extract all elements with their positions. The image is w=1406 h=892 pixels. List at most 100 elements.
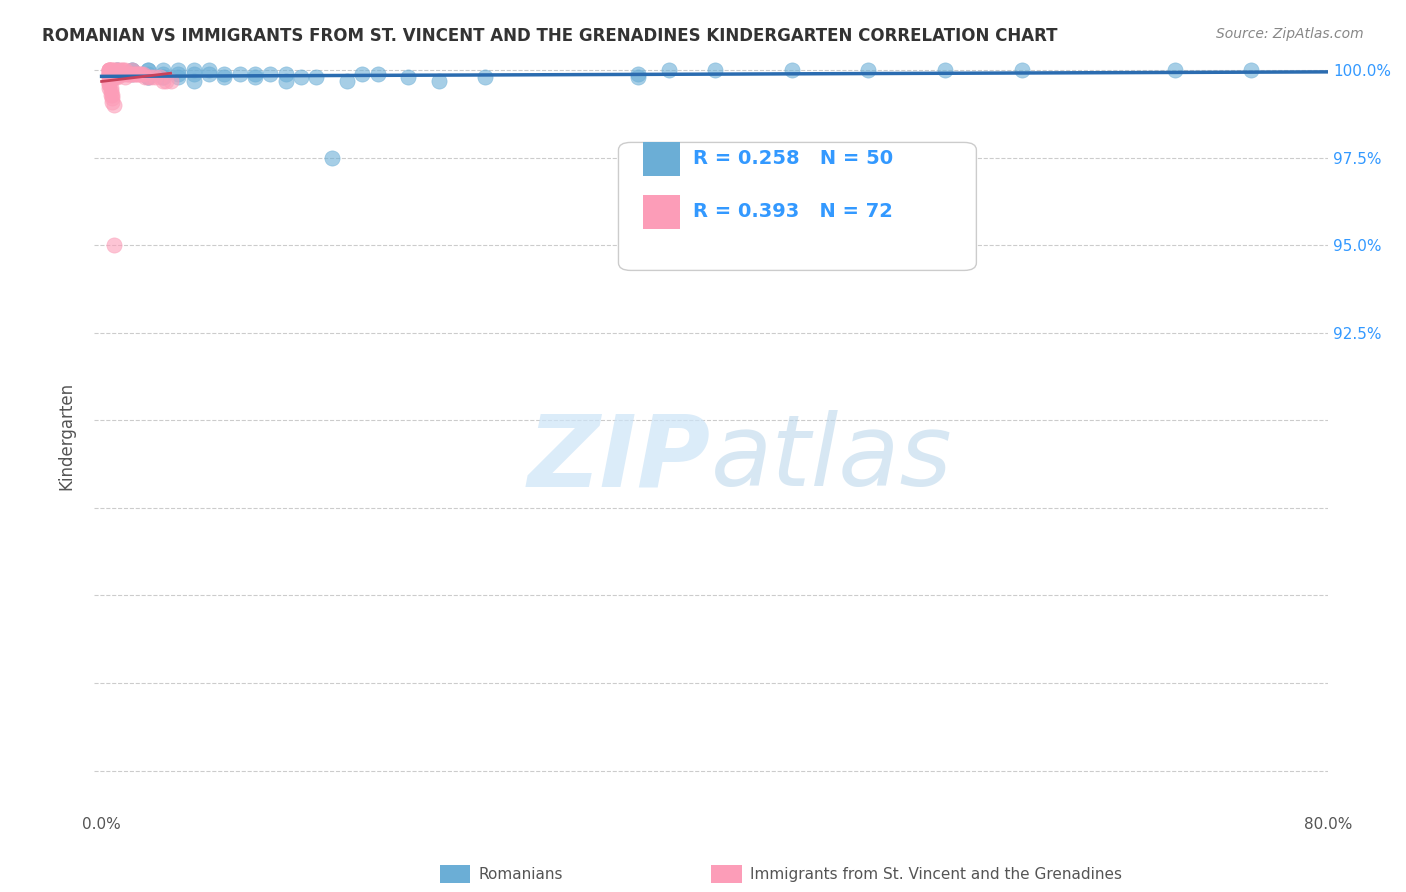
- Immigrants from St. Vincent and the Grenadines: [121, 63, 143, 78]
- Romanians: [121, 63, 143, 78]
- Immigrants from St. Vincent and the Grenadines: [101, 67, 124, 81]
- Immigrants from St. Vincent and the Grenadines: [104, 63, 127, 78]
- Romanians: [1240, 63, 1263, 78]
- Romanians: [1011, 63, 1033, 78]
- Immigrants from St. Vincent and the Grenadines: [112, 67, 135, 81]
- Romanians: [474, 70, 496, 84]
- Romanians: [167, 63, 190, 78]
- Romanians: [198, 63, 221, 78]
- Immigrants from St. Vincent and the Grenadines: [118, 67, 141, 81]
- Romanians: [136, 70, 159, 84]
- Romanians: [212, 70, 235, 84]
- Immigrants from St. Vincent and the Grenadines: [100, 84, 122, 98]
- Bar: [643, 143, 681, 177]
- Romanians: [136, 63, 159, 78]
- Romanians: [290, 70, 312, 84]
- Immigrants from St. Vincent and the Grenadines: [125, 67, 148, 81]
- Immigrants from St. Vincent and the Grenadines: [98, 67, 121, 81]
- Immigrants from St. Vincent and the Grenadines: [98, 63, 121, 78]
- Romanians: [136, 70, 159, 84]
- Romanians: [1164, 63, 1187, 78]
- Immigrants from St. Vincent and the Grenadines: [117, 67, 139, 81]
- Romanians: [228, 67, 250, 81]
- Romanians: [243, 67, 266, 81]
- Romanians: [167, 70, 190, 84]
- Immigrants from St. Vincent and the Grenadines: [134, 70, 156, 84]
- Bar: [643, 195, 681, 229]
- Immigrants from St. Vincent and the Grenadines: [98, 70, 121, 84]
- Immigrants from St. Vincent and the Grenadines: [100, 63, 122, 78]
- Romanians: [627, 67, 650, 81]
- Immigrants from St. Vincent and the Grenadines: [149, 70, 172, 84]
- Romanians: [136, 67, 159, 81]
- Immigrants from St. Vincent and the Grenadines: [107, 67, 129, 81]
- Immigrants from St. Vincent and the Grenadines: [120, 67, 142, 81]
- Immigrants from St. Vincent and the Grenadines: [103, 63, 125, 78]
- Immigrants from St. Vincent and the Grenadines: [104, 70, 127, 84]
- Romanians: [367, 67, 389, 81]
- Romanians: [183, 73, 205, 87]
- Romanians: [121, 67, 143, 81]
- Immigrants from St. Vincent and the Grenadines: [98, 73, 121, 87]
- Romanians: [183, 67, 205, 81]
- Immigrants from St. Vincent and the Grenadines: [98, 77, 121, 91]
- Immigrants from St. Vincent and the Grenadines: [98, 77, 121, 91]
- Romanians: [152, 67, 174, 81]
- Immigrants from St. Vincent and the Grenadines: [110, 67, 132, 81]
- Romanians: [336, 73, 359, 87]
- Immigrants from St. Vincent and the Grenadines: [127, 67, 149, 81]
- Romanians: [243, 70, 266, 84]
- Immigrants from St. Vincent and the Grenadines: [124, 67, 146, 81]
- Immigrants from St. Vincent and the Grenadines: [98, 67, 121, 81]
- Romanians: [658, 63, 681, 78]
- Romanians: [105, 63, 128, 78]
- Immigrants from St. Vincent and the Grenadines: [98, 73, 121, 87]
- Romanians: [396, 70, 419, 84]
- Immigrants from St. Vincent and the Grenadines: [100, 67, 122, 81]
- Romanians: [305, 70, 328, 84]
- Text: Immigrants from St. Vincent and the Grenadines: Immigrants from St. Vincent and the Gren…: [751, 867, 1122, 881]
- Romanians: [212, 67, 235, 81]
- Immigrants from St. Vincent and the Grenadines: [121, 67, 143, 81]
- Immigrants from St. Vincent and the Grenadines: [100, 70, 122, 84]
- Immigrants from St. Vincent and the Grenadines: [98, 70, 121, 84]
- Immigrants from St. Vincent and the Grenadines: [103, 70, 125, 84]
- Text: atlas: atlas: [711, 410, 953, 508]
- Text: R = 0.393   N = 72: R = 0.393 N = 72: [693, 202, 893, 221]
- Romanians: [152, 70, 174, 84]
- Romanians: [167, 67, 190, 81]
- Immigrants from St. Vincent and the Grenadines: [104, 67, 127, 81]
- Immigrants from St. Vincent and the Grenadines: [101, 87, 124, 102]
- Immigrants from St. Vincent and the Grenadines: [105, 70, 128, 84]
- Immigrants from St. Vincent and the Grenadines: [105, 63, 128, 78]
- Immigrants from St. Vincent and the Grenadines: [122, 67, 145, 81]
- Text: ROMANIAN VS IMMIGRANTS FROM ST. VINCENT AND THE GRENADINES KINDERGARTEN CORRELAT: ROMANIAN VS IMMIGRANTS FROM ST. VINCENT …: [42, 27, 1057, 45]
- Text: R = 0.258   N = 50: R = 0.258 N = 50: [693, 150, 893, 169]
- Immigrants from St. Vincent and the Grenadines: [105, 67, 128, 81]
- Immigrants from St. Vincent and the Grenadines: [112, 63, 135, 78]
- Romanians: [274, 73, 297, 87]
- Romanians: [152, 70, 174, 84]
- Immigrants from St. Vincent and the Grenadines: [115, 67, 138, 81]
- Romanians: [198, 67, 221, 81]
- Immigrants from St. Vincent and the Grenadines: [108, 67, 131, 81]
- Y-axis label: Kindergarten: Kindergarten: [58, 382, 75, 490]
- Romanians: [105, 63, 128, 78]
- Immigrants from St. Vincent and the Grenadines: [143, 70, 166, 84]
- Immigrants from St. Vincent and the Grenadines: [114, 70, 136, 84]
- Immigrants from St. Vincent and the Grenadines: [98, 63, 121, 78]
- Immigrants from St. Vincent and the Grenadines: [98, 80, 121, 95]
- Text: ZIP: ZIP: [529, 410, 711, 508]
- Immigrants from St. Vincent and the Grenadines: [159, 73, 181, 87]
- Immigrants from St. Vincent and the Grenadines: [129, 67, 152, 81]
- Romanians: [136, 63, 159, 78]
- Immigrants from St. Vincent and the Grenadines: [98, 67, 121, 81]
- Immigrants from St. Vincent and the Grenadines: [101, 70, 124, 84]
- Immigrants from St. Vincent and the Grenadines: [108, 63, 131, 78]
- Romanians: [152, 63, 174, 78]
- Romanians: [627, 70, 650, 84]
- Immigrants from St. Vincent and the Grenadines: [101, 67, 124, 81]
- Immigrants from St. Vincent and the Grenadines: [101, 95, 124, 109]
- FancyBboxPatch shape: [619, 143, 976, 270]
- Immigrants from St. Vincent and the Grenadines: [100, 67, 122, 81]
